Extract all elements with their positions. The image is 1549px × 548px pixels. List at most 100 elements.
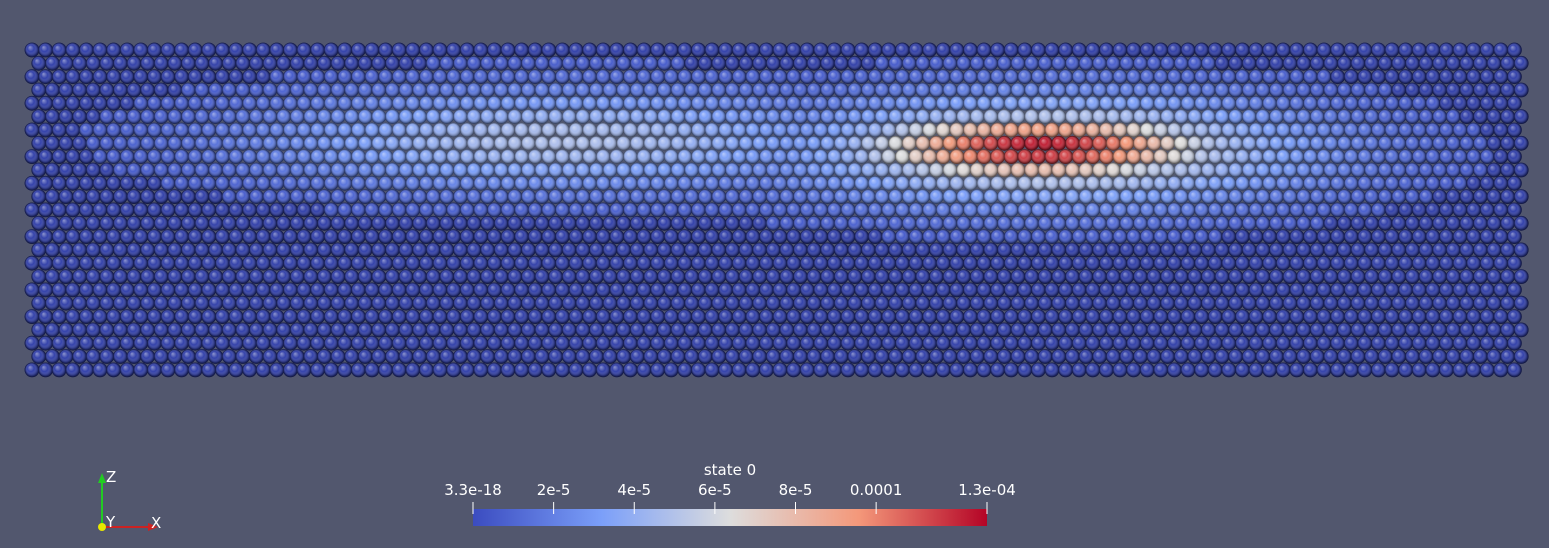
particle-shade	[357, 162, 373, 178]
particle-shade	[221, 322, 237, 338]
particle-shade	[541, 149, 557, 165]
particle-shade	[881, 229, 897, 245]
particle-shade	[670, 189, 686, 205]
particle-shade	[269, 95, 285, 111]
particle-shade	[500, 282, 516, 298]
particle-shade	[167, 295, 183, 311]
particle-shade	[371, 215, 387, 231]
particle-shade	[1452, 175, 1468, 191]
particle-shade	[881, 309, 897, 324]
particle-shade	[160, 175, 176, 191]
particle-shade	[1017, 149, 1033, 165]
particle-shade	[922, 149, 937, 165]
particle-shade	[493, 189, 509, 205]
particle-shade	[1228, 322, 1243, 338]
particle-shade	[425, 215, 441, 231]
particle-shade	[1445, 189, 1461, 205]
particle-shade	[833, 295, 849, 311]
particle-shade	[799, 282, 815, 298]
particle-shade	[915, 109, 931, 124]
particle-shade	[140, 109, 156, 124]
particle-shade	[1051, 82, 1067, 98]
particle-shade	[527, 175, 543, 191]
particle-shade	[942, 269, 958, 284]
particle-shade	[351, 229, 366, 245]
particle-shade	[643, 82, 659, 98]
particle-shade	[405, 282, 421, 298]
particle-shade	[609, 122, 625, 138]
particle-shade	[487, 255, 502, 271]
particle-shade	[371, 82, 387, 98]
particle-shade	[500, 255, 516, 271]
particle-shade	[235, 242, 251, 258]
particle-shade	[487, 309, 502, 324]
particle-shade	[351, 42, 366, 58]
particle-shade	[493, 135, 509, 151]
particle-shade	[1405, 295, 1420, 311]
particle-shade	[582, 175, 597, 191]
particle-shade	[929, 322, 944, 338]
particle-shade	[1507, 255, 1522, 271]
particle-shade	[439, 189, 455, 205]
particle-shade	[765, 269, 781, 284]
particle-shade	[364, 202, 380, 218]
particle-shade	[1017, 335, 1033, 351]
particle-shade	[364, 122, 380, 138]
particle-shade	[1513, 162, 1529, 178]
particle-shade	[609, 309, 625, 324]
particle-shade	[772, 335, 788, 351]
particle-shade	[160, 95, 176, 111]
particle-shade	[847, 162, 863, 178]
particle-shade	[344, 162, 359, 178]
particle-shade	[929, 162, 944, 178]
particle-shade	[276, 162, 291, 178]
particle-shade	[330, 55, 346, 71]
particle-shade	[228, 255, 244, 271]
particle-shade	[79, 202, 94, 218]
particle-shade	[31, 109, 47, 124]
particle-shade	[337, 42, 353, 58]
particle-shade	[79, 282, 94, 298]
particle-shade	[1241, 322, 1257, 338]
particle-shade	[1173, 242, 1189, 258]
particle-shade	[1337, 109, 1352, 124]
particle-shade	[398, 295, 414, 311]
particle-shade	[915, 242, 931, 258]
particle-shade	[555, 69, 570, 85]
particle-shade	[391, 309, 407, 324]
particle-shade	[1269, 109, 1284, 124]
particle-shade	[1139, 202, 1155, 218]
particle-shade	[1343, 255, 1359, 271]
particle-shade	[976, 229, 992, 245]
particle-shade	[1371, 42, 1386, 58]
particle-shade	[1507, 282, 1522, 298]
particle-shade	[1384, 202, 1400, 218]
particle-shade	[1303, 175, 1318, 191]
particle-shade	[1201, 295, 1216, 311]
particle-shade	[521, 269, 536, 284]
particle-shade	[1323, 322, 1339, 338]
particle-shade	[79, 309, 94, 324]
particle-shade	[718, 42, 733, 58]
particle-shade	[942, 55, 958, 71]
particle-shade	[799, 202, 815, 218]
particle-shade	[990, 95, 1005, 111]
particle-shade	[92, 122, 108, 138]
particle-shade	[1071, 202, 1087, 218]
particle-shade	[269, 255, 285, 271]
particle-shade	[262, 189, 278, 205]
particle-shade	[1418, 269, 1434, 284]
particle-shade	[1316, 282, 1332, 298]
particle-shade	[691, 95, 706, 111]
particle-shade	[1071, 175, 1087, 191]
particle-shade	[283, 202, 298, 218]
particle-shade	[1357, 229, 1373, 245]
particle-shade	[963, 175, 978, 191]
particle-shade	[1235, 229, 1250, 245]
particle-shade	[901, 162, 917, 178]
particle-shade	[126, 82, 142, 98]
particle-shade	[684, 269, 699, 284]
particle-shade	[119, 175, 135, 191]
particle-shade	[1500, 242, 1515, 258]
particle-shade	[1473, 269, 1488, 284]
